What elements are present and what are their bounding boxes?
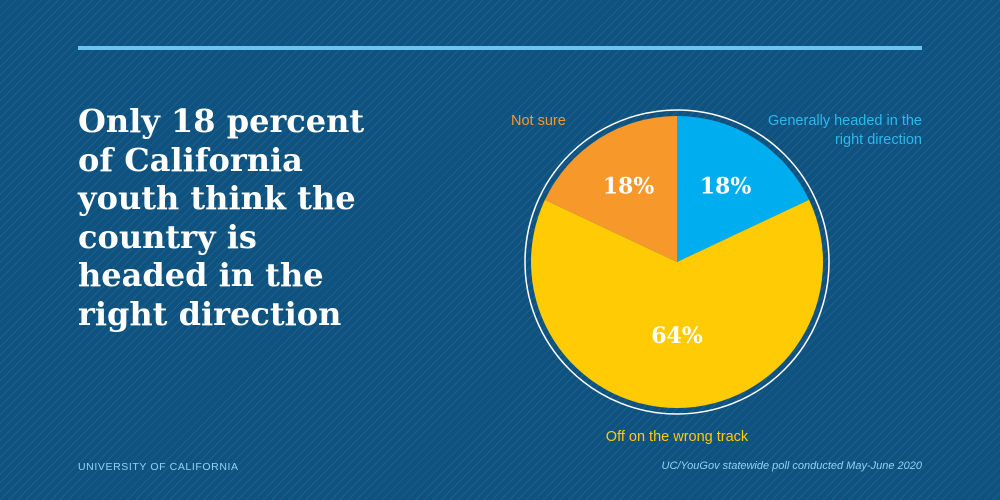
label-right-direction: Generally headed in the right direction: [768, 113, 922, 148]
pie-slice-2: [544, 116, 677, 262]
pie-slice-1: [531, 199, 823, 409]
source-note: UC/YouGov statewide poll conducted May-J…: [661, 460, 923, 472]
pie-value-label-2: 18%: [603, 174, 655, 200]
pie-slice-0: [677, 116, 810, 262]
pie-value-label-1: 64%: [651, 323, 703, 349]
top-rule: [78, 46, 922, 50]
headline: Only 18 percent of California youth thin…: [78, 102, 365, 333]
label-wrong-track: Off on the wrong track: [605, 429, 749, 445]
label-not-sure: Not sure: [511, 113, 566, 129]
org-name: UNIVERSITY OF CALIFORNIA: [78, 461, 239, 473]
pie-ring: [524, 109, 830, 415]
pie-value-label-0: 18%: [700, 174, 752, 200]
